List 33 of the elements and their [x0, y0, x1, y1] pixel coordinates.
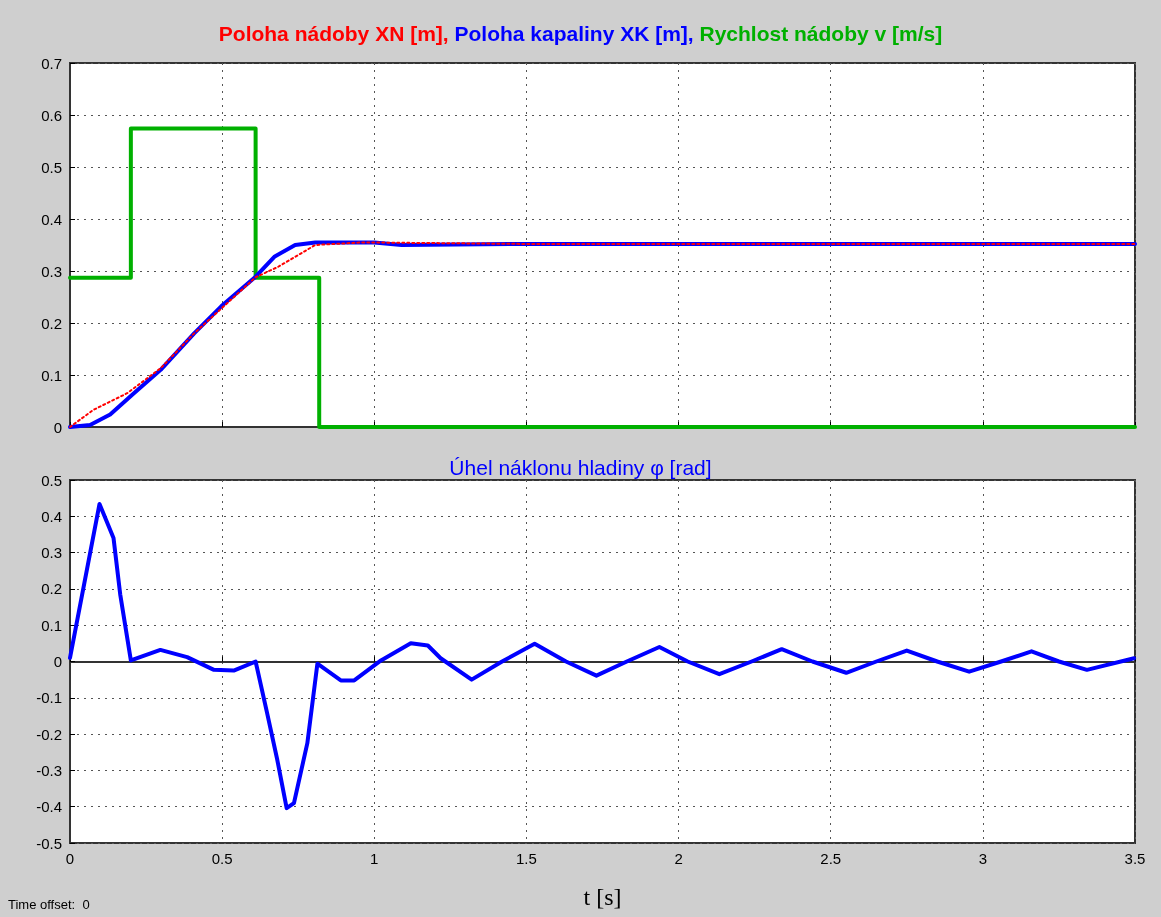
- y-tick-label: 0.7: [41, 54, 62, 72]
- x-tick-label: 0.5: [211, 850, 233, 867]
- y-tick-label: 0.1: [41, 616, 62, 634]
- x-tick-label: 2: [674, 850, 683, 867]
- y-tick-label: -0.2: [36, 725, 62, 743]
- y-tick-label: 0.5: [41, 158, 62, 176]
- y-tick-label: 0.2: [41, 314, 62, 332]
- y-tick-label: 0.3: [41, 262, 62, 280]
- y-tick-label: 0.6: [41, 106, 62, 124]
- x-tick-label: 2.5: [820, 850, 842, 867]
- chart-title: Úhel náklonu hladiny φ [rad]: [449, 456, 712, 479]
- y-tick-label: 0.3: [41, 544, 62, 562]
- x-tick-label: 1: [370, 850, 379, 867]
- y-tick-label: -0.1: [36, 689, 62, 707]
- x-tick-label: 3: [978, 850, 988, 867]
- text: Poloha kapaliny XK [m],: [454, 22, 694, 45]
- text: Rychlost nádoby v [m/s]: [699, 22, 943, 45]
- y-tick-label: 0.5: [41, 471, 62, 489]
- x-tick-label: 0: [65, 850, 75, 867]
- y-tick-label: 0.4: [41, 507, 62, 525]
- y-tick-label: -0.5: [36, 834, 62, 852]
- y-tick-label: 0.1: [41, 366, 62, 384]
- y-tick-label: 0: [53, 653, 62, 670]
- text: Time offset: 0: [8, 897, 90, 912]
- y-tick-label: -0.4: [36, 798, 62, 816]
- x-tick-label: 1.5: [516, 850, 537, 867]
- y-tick-label: -0.3: [36, 761, 62, 779]
- y-tick-label: 0: [53, 418, 62, 436]
- x-axis-title: t [s]: [583, 884, 622, 910]
- text: Poloha nádoby XN [m],: [218, 22, 449, 45]
- y-tick-label: 0.2: [41, 580, 62, 598]
- x-tick-label: 3.5: [1124, 850, 1146, 867]
- y-tick-label: 0.4: [41, 210, 62, 228]
